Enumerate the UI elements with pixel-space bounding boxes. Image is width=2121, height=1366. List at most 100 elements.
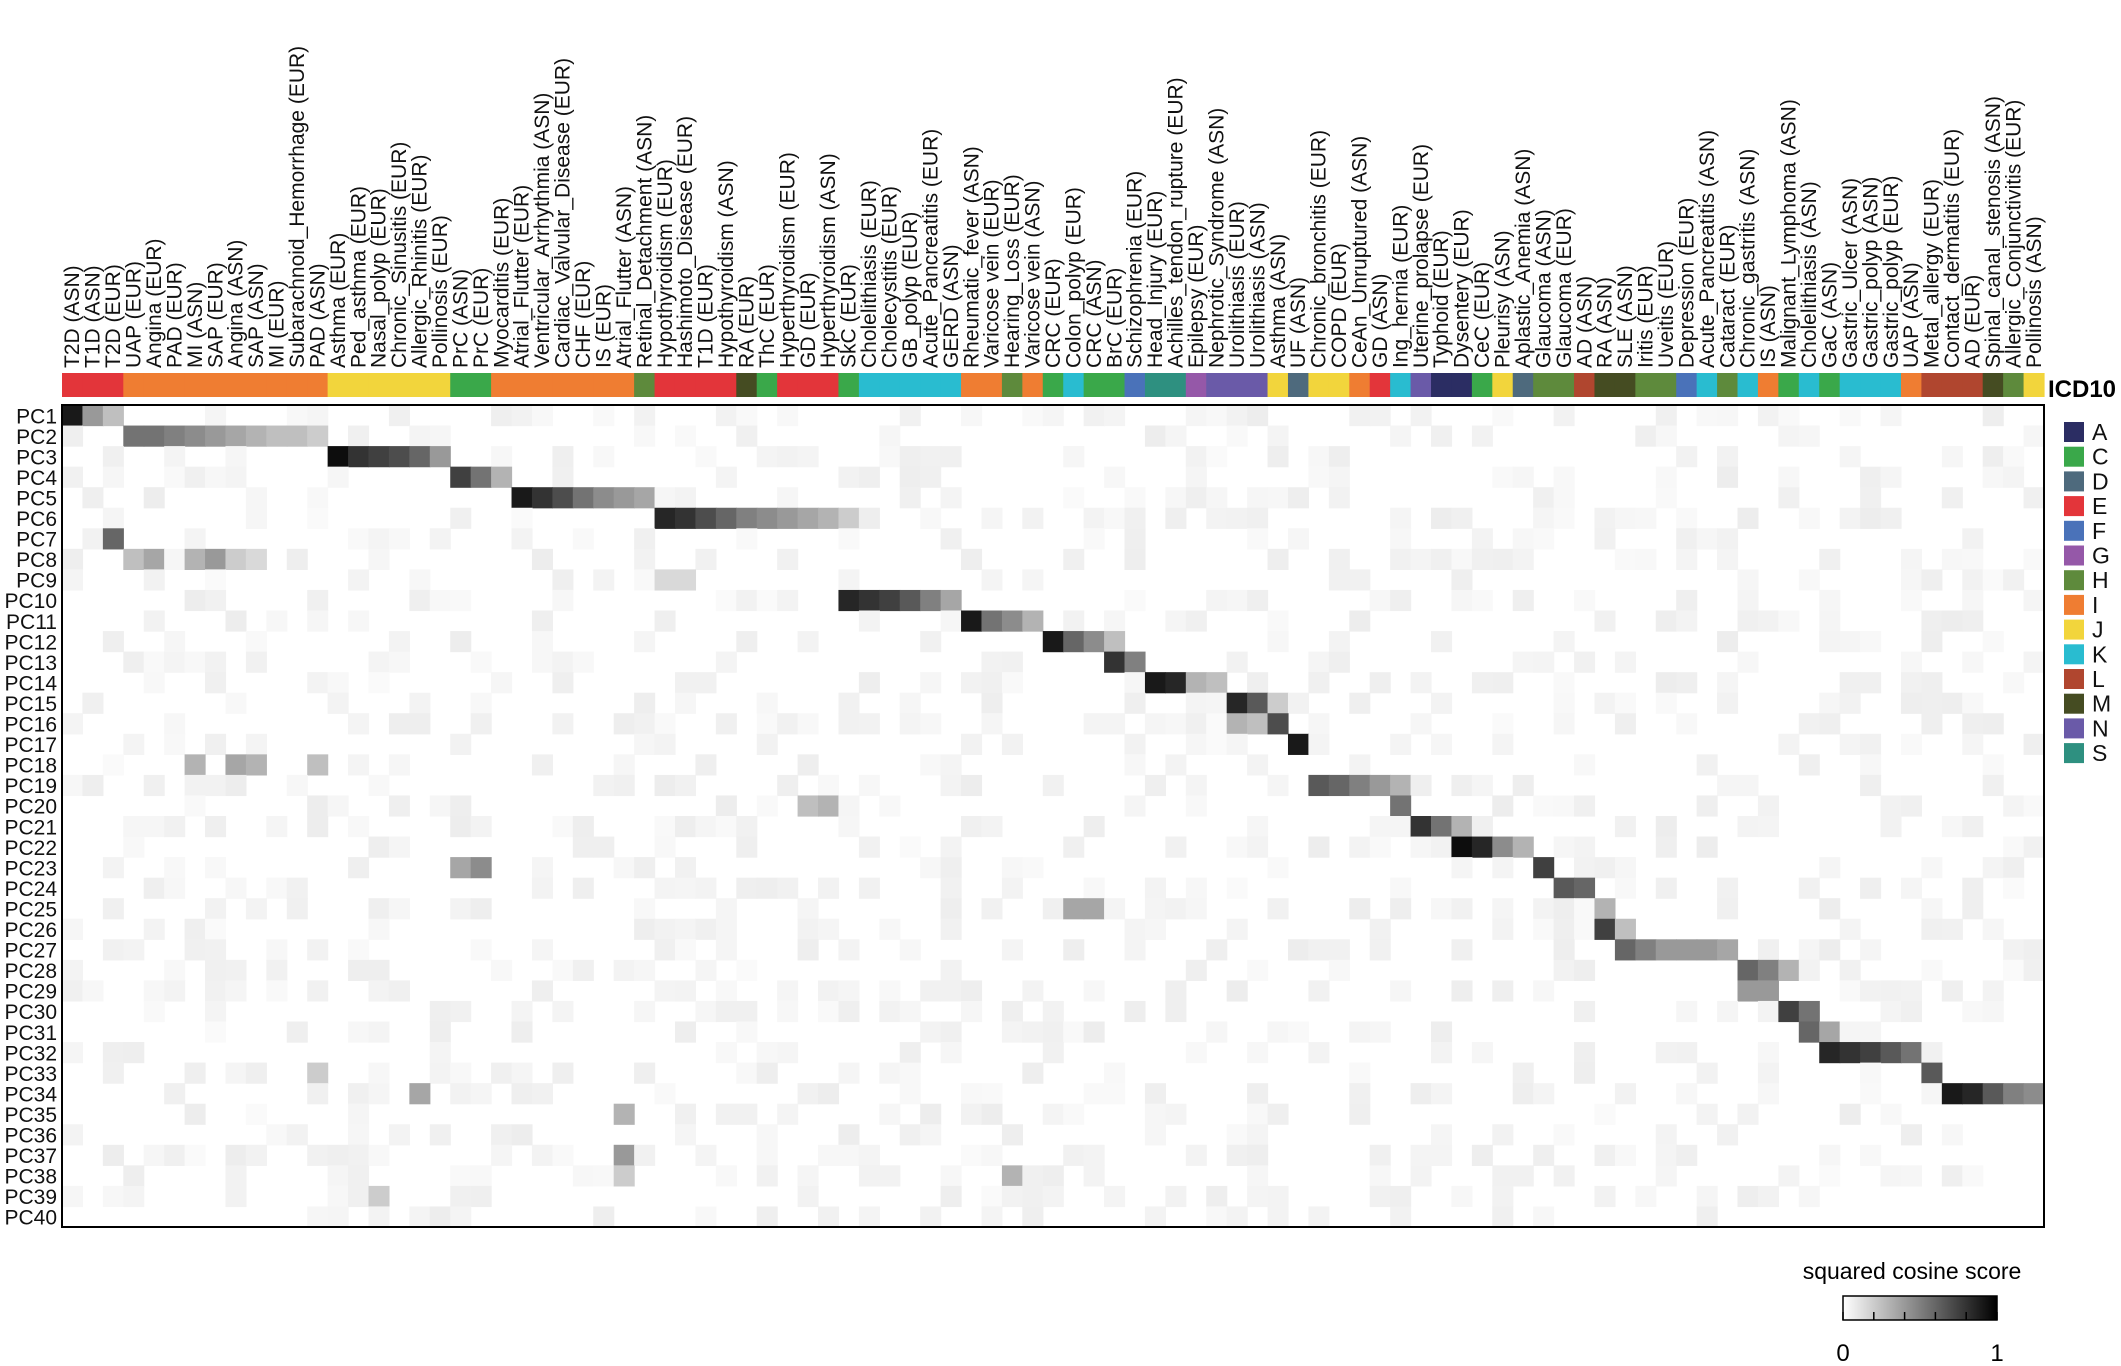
heatmap-cell — [1574, 959, 1596, 981]
heatmap-cell — [1431, 425, 1453, 447]
heatmap-cell — [143, 548, 165, 570]
heatmap-cell — [1962, 713, 1984, 735]
heatmap-cell — [1839, 692, 1861, 714]
heatmap-cell — [1165, 1103, 1187, 1125]
heatmap-cell — [429, 589, 451, 612]
heatmap-cell — [1226, 836, 1248, 858]
heatmap-cell — [899, 1083, 921, 1105]
heatmap-cell — [1431, 1083, 1453, 1105]
heatmap-cell — [552, 651, 574, 673]
icd10-bar-segment — [1492, 373, 1514, 397]
heatmap-cell — [1696, 528, 1718, 550]
heatmap-cell — [1308, 651, 1330, 673]
heatmap-cell — [961, 980, 983, 1002]
heatmap-cell — [1941, 1083, 1963, 1105]
heatmap-cell — [1614, 816, 1636, 838]
heatmap-cell — [1798, 754, 1820, 776]
legend-swatch — [2064, 545, 2084, 566]
heatmap-cell — [1267, 774, 1289, 797]
heatmap-cell — [1533, 651, 1555, 673]
heatmap-cell — [470, 857, 492, 879]
heatmap-cell — [225, 1165, 247, 1187]
heatmap-cell — [899, 1042, 921, 1064]
heatmap-cell — [470, 651, 492, 673]
icd10-bar-segment — [674, 373, 697, 397]
heatmap-cell — [102, 466, 124, 488]
heatmap-cell — [736, 877, 758, 899]
heatmap-cell — [164, 713, 186, 735]
heatmap-cell — [429, 446, 451, 468]
heatmap-cell — [82, 405, 104, 427]
colorbar-ticks — [1842, 1312, 1998, 1320]
legend-title: ICD10 — [2048, 376, 2116, 403]
heatmap-cell — [531, 939, 553, 961]
heatmap-cell — [1717, 528, 1739, 550]
heatmap-cell — [1369, 1144, 1391, 1166]
heatmap-cell — [1880, 1042, 1902, 1064]
heatmap-cell — [1900, 589, 1922, 612]
heatmap-cell — [1921, 713, 1943, 735]
heatmap-cell — [1083, 877, 1105, 899]
heatmap-cell — [715, 918, 737, 940]
heatmap-cell — [1226, 713, 1248, 735]
column-label: Cholelithiasis (ASN) — [1798, 181, 1821, 368]
heatmap-cell — [1063, 610, 1085, 632]
heatmap-cell — [450, 1083, 472, 1105]
icd10-bar-segment — [634, 373, 656, 397]
heatmap-cell — [879, 1165, 901, 1187]
heatmap-cell — [1431, 1124, 1453, 1146]
heatmap-cell — [674, 692, 697, 714]
heatmap-cell — [1104, 610, 1126, 632]
heatmap-cell — [409, 425, 431, 447]
heatmap-cell — [777, 877, 799, 899]
heatmap-cell — [368, 918, 390, 940]
heatmap-cell — [511, 487, 533, 509]
heatmap-cell — [572, 816, 594, 838]
heatmap-cell — [450, 1185, 472, 1208]
heatmap-cell — [388, 980, 410, 1002]
heatmap-cell — [634, 569, 656, 591]
heatmap-cell — [1451, 939, 1473, 961]
heatmap-cell — [961, 774, 983, 797]
heatmap-cell — [981, 1185, 1003, 1208]
heatmap-cell — [593, 487, 615, 509]
icd10-bar-segment — [838, 373, 860, 397]
heatmap-cell — [266, 425, 288, 447]
column-label: SAP (EUR) — [204, 262, 227, 368]
heatmap-cell — [327, 1144, 349, 1166]
heatmap-cell — [1757, 1062, 1779, 1084]
heatmap-cell — [1614, 1083, 1636, 1105]
heatmap-cell — [205, 1021, 227, 1043]
legend-swatch — [2064, 619, 2084, 640]
heatmap-cell — [1185, 774, 1207, 797]
heatmap-cell — [1880, 1103, 1902, 1125]
heatmap-cell — [1349, 569, 1371, 591]
heatmap-cell — [225, 754, 247, 776]
heatmap-cell — [858, 466, 880, 488]
icd10-bar-segment — [1206, 373, 1228, 397]
heatmap-cell — [1226, 1124, 1248, 1146]
heatmap-cell — [1962, 569, 1984, 591]
heatmap-cell — [1614, 857, 1636, 879]
icd10-bar-segment — [143, 373, 165, 397]
heatmap-cell — [920, 980, 942, 1002]
heatmap-cell — [1083, 1083, 1105, 1105]
row-label: PC40 — [4, 1207, 57, 1230]
heatmap-cell — [552, 466, 574, 488]
heatmap-cell — [981, 713, 1003, 735]
heatmap-cell — [756, 1165, 778, 1187]
heatmap-cell — [654, 836, 676, 858]
heatmap-cell — [164, 446, 186, 468]
heatmap-cell — [450, 898, 472, 920]
heatmap-cell — [1410, 1083, 1432, 1105]
heatmap-cell — [123, 425, 145, 447]
row-label: PC29 — [4, 981, 57, 1004]
heatmap-cell — [736, 1000, 758, 1023]
heatmap-cell — [205, 733, 227, 755]
heatmap-cell — [593, 1206, 615, 1228]
heatmap-cell — [1349, 774, 1371, 797]
heatmap-cell — [1717, 692, 1739, 714]
heatmap-cell — [511, 528, 533, 550]
heatmap-cell — [1390, 898, 1412, 920]
heatmap-cell — [327, 795, 349, 817]
